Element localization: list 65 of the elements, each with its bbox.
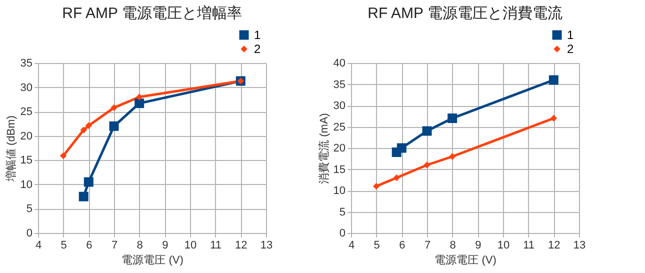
x-tick-label: 5 [60,240,67,252]
x-tick-label: 9 [475,240,482,252]
point [134,98,144,108]
point [109,121,119,131]
x-tick-label: 5 [374,240,380,252]
y-tick-label: 5 [339,206,346,218]
point [393,174,400,182]
point [78,192,88,202]
point [424,162,430,168]
x-axis-title: 電源電圧 (V) [434,254,496,266]
x-tick-label: 4 [348,240,355,252]
x-tick-label: 8 [450,240,456,252]
x-tick-label: 11 [523,240,535,252]
y-tick-label: 5 [26,203,32,216]
point [372,182,380,190]
y-tick-label: 15 [333,164,346,176]
y-axis-title: 消費電流 (mA) [317,113,330,184]
chart-title: RF AMP 電源電圧と消費電流 [368,5,562,22]
point [548,75,558,85]
y-tick-label: 10 [20,178,32,191]
y-tick-label: 10 [333,185,346,197]
x-tick-label: 12 [548,240,560,252]
point [422,126,432,136]
x-tick-label: 11 [210,240,222,252]
y-tick-label: 25 [333,121,346,134]
legend-label: 1 [567,28,574,42]
point [396,143,406,153]
y-tick-label: 0 [26,228,32,240]
x-tick-label: 8 [136,240,143,252]
point [550,114,558,122]
x-tick-label: 7 [424,240,431,252]
x-tick-label: 12 [235,240,248,252]
y-tick-label: 30 [20,82,32,94]
x-tick-label: 13 [260,240,273,252]
point [110,104,118,112]
y-tick-label: 30 [333,100,346,112]
y-tick-label: 15 [20,154,32,167]
x-tick-label: 10 [497,240,510,252]
y-tick-label: 0 [339,228,346,240]
point [136,94,143,100]
point [448,153,456,160]
point [448,114,458,123]
x-tick-label: 7 [111,240,118,252]
x-tick-label: 10 [184,240,197,252]
x-tick-label: 13 [573,240,586,252]
x-tick-label: 6 [86,240,92,252]
point [85,122,92,130]
legend-label: 2 [254,42,261,56]
point [80,126,87,134]
x-tick-label: 9 [162,240,168,252]
legend-label: 1 [254,28,261,42]
y-tick-label: 40 [333,58,346,70]
y-tick-label: 35 [20,58,32,70]
chart-title: RF AMP 電源電圧と増幅率 [62,5,242,22]
x-tick-label: 6 [399,240,406,252]
y-tick-label: 25 [20,106,32,118]
y-tick-label: 35 [333,78,346,91]
y-tick-label: 20 [333,142,346,154]
point [84,177,94,187]
x-axis-title: 電源電圧 (V) [122,254,184,266]
y-tick-label: 20 [20,130,32,142]
legend-label: 2 [567,42,574,56]
y-axis-title: 増幅値 (dBm) [4,116,18,182]
x-tick-label: 4 [35,240,42,252]
point [60,152,67,160]
